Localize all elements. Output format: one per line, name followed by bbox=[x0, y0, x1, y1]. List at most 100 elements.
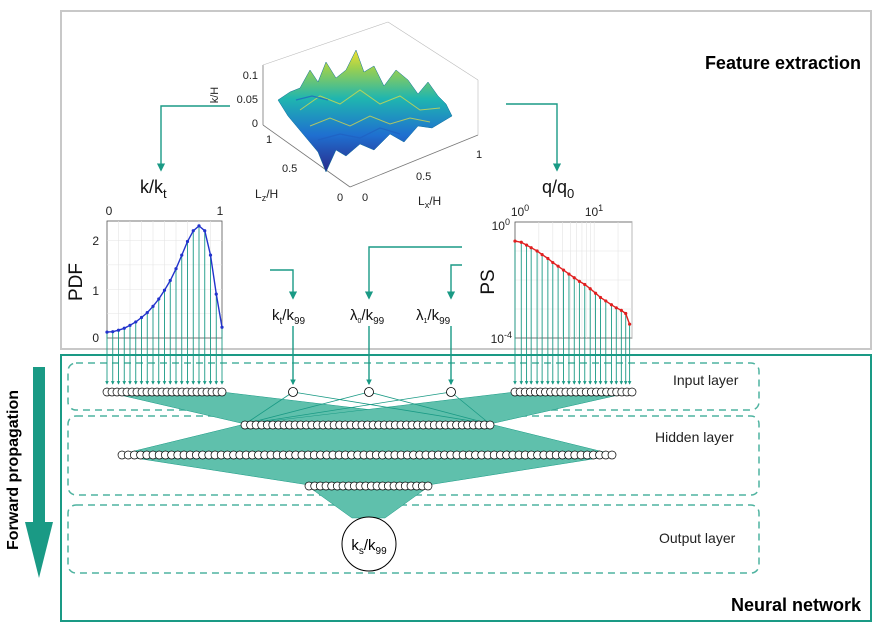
surface-lz-tick: 0 bbox=[337, 192, 343, 204]
pdf-point bbox=[174, 267, 178, 271]
pdf-y-tick: 1 bbox=[92, 284, 99, 298]
ps-point bbox=[588, 287, 592, 291]
ps-y-tick-2: 10-4 bbox=[491, 330, 512, 346]
pdf-point bbox=[134, 320, 138, 324]
pdf-stems bbox=[105, 225, 224, 385]
output-node-label: ks/k99 bbox=[351, 537, 387, 557]
ps-x-tick-2: 101 bbox=[585, 203, 603, 219]
surface-mesh bbox=[277, 49, 453, 173]
pdf-plot: 0 1 2 1 0 PDF bbox=[66, 204, 224, 385]
surface-ridges bbox=[299, 89, 441, 127]
ps-point bbox=[604, 299, 608, 303]
ps-point bbox=[519, 240, 523, 244]
surface-plot: k/H 0.1 0.05 0 1 0.5 0 1 0.5 0 Lz/H Lx/H bbox=[209, 21, 482, 210]
pdf-x-tick: 0 bbox=[106, 204, 113, 218]
pdf-point bbox=[203, 229, 207, 233]
forward-propagation-label: Forward propagation bbox=[5, 390, 22, 550]
input-node-l0 bbox=[364, 387, 374, 397]
pdf-curve bbox=[105, 224, 224, 334]
pdf-point bbox=[180, 253, 184, 257]
ps-point bbox=[614, 306, 618, 310]
pdf-point bbox=[116, 328, 121, 332]
conn-h2-to-h3 bbox=[121, 455, 613, 486]
surface-lz-label: Lz/H bbox=[255, 187, 278, 203]
pdf-point bbox=[162, 288, 167, 292]
ps-point bbox=[540, 253, 544, 257]
arrow-to-ps bbox=[506, 103, 562, 172]
ps-x-tick-1: 100 bbox=[511, 203, 529, 219]
arrow-to-l0 bbox=[364, 246, 462, 300]
ps-point bbox=[524, 243, 529, 247]
input-node-pdf bbox=[217, 387, 227, 397]
ps-point bbox=[577, 279, 581, 283]
neurons bbox=[102, 387, 637, 491]
conn-h3-to-out bbox=[308, 486, 429, 519]
pdf-point bbox=[191, 229, 195, 233]
pdf-point bbox=[111, 330, 115, 334]
ps-point bbox=[593, 291, 598, 295]
output-node bbox=[341, 516, 397, 572]
feature-arrows bbox=[156, 103, 562, 386]
ps-point bbox=[551, 260, 555, 265]
surface-back-edge bbox=[262, 21, 389, 66]
ps-y-tick-1: 100 bbox=[492, 217, 510, 233]
pdf-point bbox=[151, 304, 155, 308]
pdf-ylabel: PDF bbox=[66, 263, 87, 301]
surface-z-tick: 0 bbox=[252, 118, 258, 130]
pdf-y-tick: 0 bbox=[92, 331, 99, 345]
ps-point bbox=[556, 264, 560, 268]
ps-point bbox=[513, 239, 517, 243]
pdf-point bbox=[197, 224, 201, 228]
pdf-point bbox=[168, 278, 172, 283]
pdf-y-tick: 2 bbox=[92, 234, 99, 248]
ps-grid bbox=[515, 222, 633, 338]
surface-lx-label: Lx/H bbox=[418, 194, 441, 210]
ps-stems bbox=[513, 241, 632, 385]
pdf-plot-title: k/kt bbox=[140, 177, 167, 201]
surface-axis-lx bbox=[349, 134, 479, 188]
surface-lz-tick: 0.5 bbox=[282, 163, 297, 175]
input-layer-label: Input layer bbox=[673, 372, 739, 388]
ps-point bbox=[546, 256, 550, 261]
ps-point bbox=[598, 295, 603, 300]
surface-left-tick: 1 bbox=[266, 134, 272, 146]
arrow-to-l1 bbox=[446, 264, 462, 300]
neural-network-box bbox=[60, 354, 872, 622]
pdf-point bbox=[145, 311, 149, 315]
surface-axis-lz bbox=[262, 124, 351, 188]
scalar-connections bbox=[244, 391, 491, 425]
feature-extraction-title: Feature extraction bbox=[705, 53, 861, 73]
ps-point bbox=[619, 308, 623, 312]
ps-point bbox=[624, 311, 628, 316]
output-layer-box bbox=[67, 504, 760, 574]
feature-l1-label: λ1/k99 bbox=[416, 307, 451, 327]
ps-point bbox=[572, 276, 576, 280]
surface-z-label: k/H bbox=[209, 87, 221, 104]
surface-troughs bbox=[295, 95, 401, 141]
ps-plot: 100 101 100 10-4 PS bbox=[478, 203, 633, 385]
forward-propagation-arrow bbox=[25, 367, 53, 578]
pdf-point bbox=[139, 315, 144, 320]
pdf-point bbox=[208, 253, 213, 257]
pdf-point bbox=[105, 330, 109, 334]
arrow-to-kt bbox=[270, 269, 298, 300]
pdf-point bbox=[122, 326, 126, 330]
ps-point bbox=[628, 322, 632, 326]
pdf-x-tick: 1 bbox=[217, 204, 224, 218]
output-layer-label: Output layer bbox=[659, 530, 736, 546]
ps-ylabel: PS bbox=[478, 269, 499, 294]
forward-propagation: Forward propagation bbox=[5, 367, 53, 578]
surface-z-tick: 0.1 bbox=[243, 70, 258, 82]
pdf-point bbox=[214, 292, 218, 296]
hidden-node-1 bbox=[485, 420, 495, 430]
surface-lx-tick: 0.5 bbox=[416, 171, 431, 183]
surface-z-tick: 0.05 bbox=[237, 94, 258, 106]
hidden-node-3 bbox=[423, 481, 433, 491]
hidden-layer-label: Hidden layer bbox=[655, 429, 734, 445]
neural-network-title: Neural network bbox=[731, 595, 862, 615]
ps-point bbox=[529, 246, 533, 250]
surface-lx-tick: 1 bbox=[476, 149, 482, 161]
input-node-l1 bbox=[446, 387, 456, 397]
pdf-point bbox=[157, 297, 161, 301]
